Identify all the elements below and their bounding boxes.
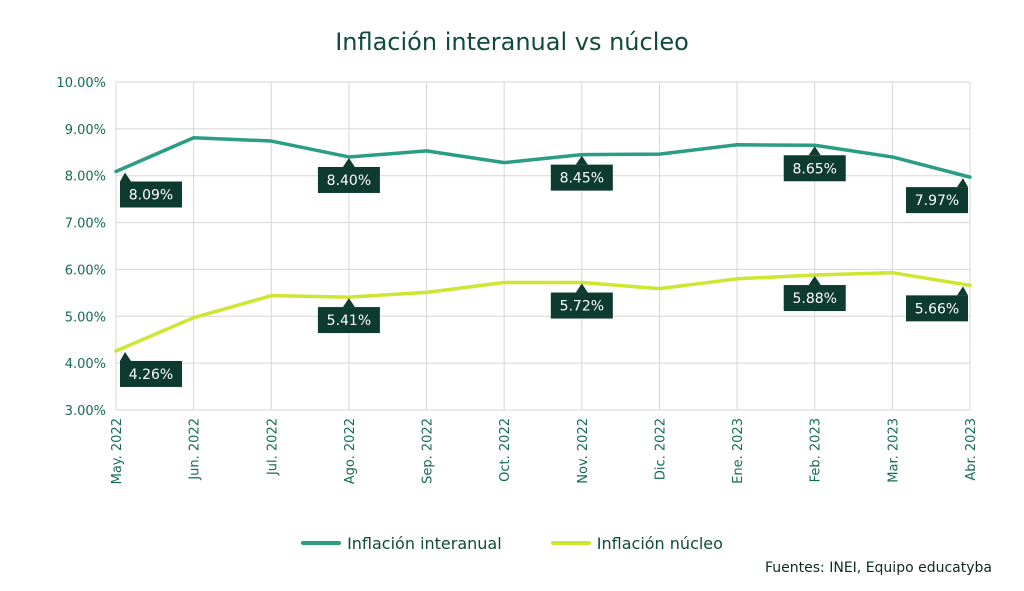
data-label-pointer [342,298,355,308]
data-label-box [550,164,613,191]
x-tick-label: Feb. 2023 [809,418,824,482]
data-label-box [550,292,613,319]
x-tick-label: Oct. 2022 [498,418,513,482]
series-line-0 [114,136,972,179]
data-label-pointer [575,283,588,293]
data-label-text: 5.72% [560,299,604,315]
series-line-1 [114,270,972,353]
y-tick-label: 9.00% [65,123,106,138]
x-tick-label: Ene. 2023 [731,418,746,484]
legend-label-interanual: Inflación interanual [347,533,502,553]
data-label-box [906,187,968,214]
plot-frame [115,81,971,411]
data-label-text: 5.41% [327,313,371,329]
legend: Inflación interanual Inflación núcleo [0,530,1024,553]
x-tick-label: Dic. 2022 [653,418,668,480]
data-label-pointer [342,157,355,167]
data-label-text: 8.09% [129,187,173,203]
data-label-pointer [808,276,821,286]
data-label-pointer [808,146,821,156]
legend-item-interanual: Inflación interanual [301,534,502,553]
y-tick-label: 6.00% [65,263,106,278]
y-tick-label: 7.00% [65,217,106,232]
x-tick-label: Nov. 2022 [576,418,591,484]
x-tick-label: Abr. 2023 [964,418,979,481]
x-tick-label: Ago. 2022 [343,418,358,484]
data-label: 8.65% [783,146,846,182]
data-label-text: 8.65% [792,161,836,177]
data-label-box [317,307,380,334]
legend-swatch-interanual [301,541,342,545]
data-label-text: 4.26% [129,367,173,383]
data-label: 8.45% [550,155,613,191]
y-tick-label: 10.00% [56,76,106,91]
legend-label-nucleo: Inflación núcleo [596,533,723,553]
data-label-pointer [120,172,131,182]
y-tick-label: 4.00% [65,357,106,372]
source-note: Fuentes: INEI, Equipo educatyba [765,560,992,576]
data-label: 5.41% [317,298,380,334]
data-label-pointer [120,351,131,361]
y-tick-label: 3.00% [65,404,106,419]
data-label: 8.40% [317,157,380,193]
data-label-box [120,360,182,387]
data-label-pointer [957,286,968,296]
data-label-text: 5.66% [915,301,959,317]
legend-swatch-nucleo [550,541,591,545]
x-tick-label: Jun. 2022 [188,418,203,481]
data-label-box [906,295,968,322]
y-tick-label: 8.00% [65,170,106,185]
data-label-box [783,155,846,182]
data-label: 7.97% [906,178,968,214]
x-tick-label: May. 2022 [110,418,125,484]
data-label: 4.26% [120,351,182,387]
y-tick-label: 5.00% [65,310,106,325]
data-label-box [317,166,380,193]
data-label-pointer [957,178,968,188]
data-label: 5.88% [783,276,846,312]
data-label: 8.09% [120,172,182,208]
data-label: 5.66% [906,286,968,322]
x-tick-label: Mar. 2023 [886,418,901,483]
x-tick-label: Jul. 2022 [265,418,280,476]
data-label-pointer [575,155,588,165]
data-label-box [120,181,182,208]
data-label-text: 5.88% [792,291,836,307]
data-label-text: 8.40% [327,173,371,189]
chart-title: Inflación interanual vs núcleo [335,28,689,56]
x-tick-label: Sep. 2022 [421,418,436,484]
data-label-text: 8.45% [560,171,604,187]
data-label-box [783,285,846,312]
legend-item-nucleo: Inflación núcleo [550,533,723,553]
data-label-text: 7.97% [915,193,959,209]
data-label: 5.72% [550,283,613,319]
